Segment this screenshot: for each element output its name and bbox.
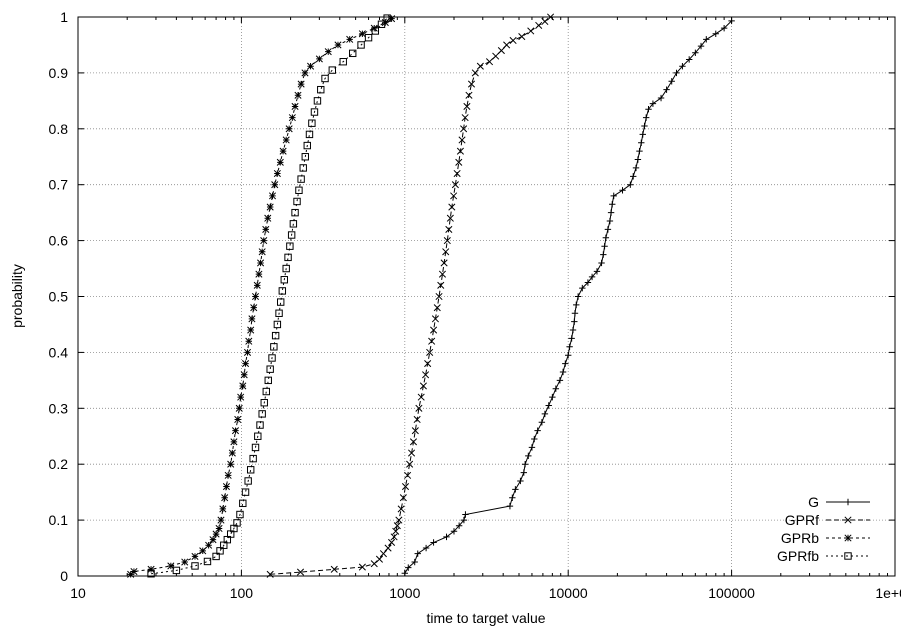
data-point-gprb	[227, 461, 233, 467]
data-point-gprb	[216, 525, 222, 531]
y-tick-label: 1	[60, 9, 68, 25]
data-point-gprb	[237, 394, 243, 400]
data-point-gprb	[254, 282, 260, 288]
data-point-gprb	[205, 542, 211, 548]
data-point-gprb	[225, 472, 231, 478]
y-tick-label: 0.9	[49, 65, 69, 81]
data-point-gprb	[277, 159, 283, 165]
data-point-gprb	[148, 566, 154, 572]
x-tick-label: 1000	[389, 585, 420, 601]
data-point-gprb	[346, 36, 352, 42]
data-point-gprb	[283, 137, 289, 143]
data-point-gprb	[240, 383, 246, 389]
data-point-gprb	[236, 405, 242, 411]
legend-label-g: G	[808, 494, 819, 510]
data-point-gprb	[325, 48, 331, 54]
data-point-gprb	[295, 92, 301, 98]
y-tick-label: 0.3	[49, 400, 69, 416]
data-point-gprb	[229, 450, 235, 456]
data-point-gprb	[316, 56, 322, 62]
data-point-gprb	[231, 439, 237, 445]
data-point-gprb	[200, 548, 206, 554]
data-point-gprb	[261, 237, 267, 243]
y-tick-label: 0.4	[49, 344, 69, 360]
data-point-gprb	[247, 327, 253, 333]
data-point-gprb	[263, 226, 269, 232]
y-tick-label: 0.1	[49, 512, 69, 528]
data-point-gprb	[251, 304, 257, 310]
data-point-gprb	[307, 63, 313, 69]
y-tick-label: 0	[60, 568, 68, 584]
data-point-gprb	[235, 416, 241, 422]
x-tick-label: 10000	[549, 585, 588, 601]
data-point-gprb	[269, 193, 275, 199]
data-point-gprb	[289, 114, 295, 120]
data-point-gprb	[292, 103, 298, 109]
data-point-gprb	[232, 427, 238, 433]
data-point-gprb	[252, 293, 258, 299]
data-point-gprb	[265, 215, 271, 221]
data-point-gprb	[256, 271, 262, 277]
y-axis-label: probability	[9, 264, 25, 328]
x-tick-label: 100	[230, 585, 254, 601]
data-point-gprb	[131, 568, 137, 574]
data-point-gprb	[221, 495, 227, 501]
data-point-gprb	[210, 536, 216, 542]
data-point-gprb	[220, 506, 226, 512]
data-point-gprb	[246, 338, 252, 344]
x-tick-label: 100000	[708, 585, 755, 601]
data-point-gprb	[244, 349, 250, 355]
x-tick-label: 1e+06	[875, 585, 901, 601]
data-point-gprb	[286, 126, 292, 132]
y-tick-label: 0.6	[49, 233, 69, 249]
legend-marker-gprb	[845, 535, 851, 541]
data-point-gprb	[257, 260, 263, 266]
data-point-gprb	[192, 553, 198, 559]
data-point-gprb	[223, 483, 229, 489]
y-tick-label: 0.8	[49, 121, 69, 137]
legend-label-gprfb: GPRfb	[777, 548, 819, 564]
data-point-gprb	[267, 204, 273, 210]
data-point-gprb	[272, 182, 278, 188]
data-point-gprb	[274, 170, 280, 176]
data-point-gprb	[302, 70, 308, 76]
data-point-gprb	[298, 81, 304, 87]
data-point-gprb	[259, 249, 265, 255]
y-tick-label: 0.7	[49, 177, 69, 193]
y-tick-label: 0.2	[49, 456, 69, 472]
legend-label-gprb: GPRb	[781, 530, 819, 546]
data-point-gprb	[218, 517, 224, 523]
data-point-gprb	[249, 316, 255, 322]
legend-label-gprf: GPRf	[785, 512, 819, 528]
y-tick-label: 0.5	[49, 289, 69, 305]
data-point-gprb	[182, 559, 188, 565]
x-axis-label: time to target value	[426, 610, 545, 626]
data-point-gprb	[335, 42, 341, 48]
data-point-gprb	[242, 360, 248, 366]
x-tick-label: 10	[70, 585, 86, 601]
data-point-gprb	[280, 148, 286, 154]
data-point-gprb	[359, 31, 365, 37]
data-point-gprb	[241, 372, 247, 378]
